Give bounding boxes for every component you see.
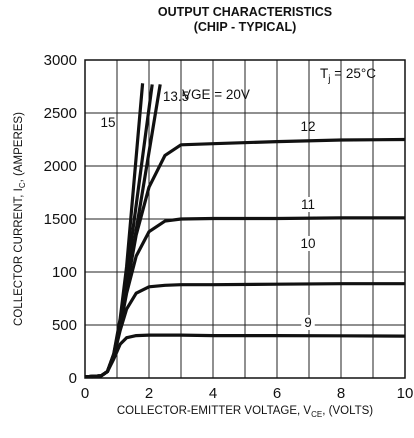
x-axis-label: COLLECTOR-EMITTER VOLTAGE, VCE, (VOLTS) [117,405,373,419]
x-tick-label: 10 [397,385,414,402]
series-label: 15 [100,115,115,130]
label-background [301,315,315,330]
annotation-text: = 25°C [330,66,376,81]
series-label: 9 [304,315,312,330]
y-tick-label: 500 [52,317,77,334]
x-tick-label: 6 [273,385,281,402]
series-label: 12 [300,119,315,134]
y-tick-label: 100 [52,264,77,281]
label-background [297,197,319,212]
y-tick-label: 1500 [44,211,77,228]
x-label-sub: CE [311,410,322,419]
annotation: Tj = 25°C [320,66,376,85]
series-label: 11 [301,197,315,212]
series-label: 13.5 [163,89,189,104]
y-label-sub: C [18,182,27,188]
x-tick-label: 8 [337,385,345,402]
x-label-text: COLLECTOR-EMITTER VOLTAGE, V [117,405,312,417]
annotation-sub: j [327,74,330,85]
y-tick-label: 2000 [44,158,77,175]
label-background [297,236,319,251]
y-tick-label: 2500 [44,105,77,122]
y-label-text: COLLECTOR CURRENT, I [13,188,25,326]
y-axis-label: COLLECTOR CURRENT, IC, (AMPERES) [13,112,27,326]
chart-title: OUTPUT CHARACTERISTICS [158,5,332,19]
y-tick-label: 0 [69,370,77,387]
x-tick-label: 2 [145,385,153,402]
chart-subtitle: (CHIP - TYPICAL) [194,20,297,34]
series-label: VGE = 20V [182,87,250,102]
x-tick-label: 0 [81,385,89,402]
series-line [84,84,154,379]
x-tick-label: 4 [209,385,217,402]
x-label-text: , (VOLTS) [322,405,373,417]
y-tick-label: 3000 [44,52,77,69]
annotation-text: T [320,66,328,81]
series-label: 10 [300,236,315,251]
y-label-text: , (AMPERES) [13,112,25,182]
